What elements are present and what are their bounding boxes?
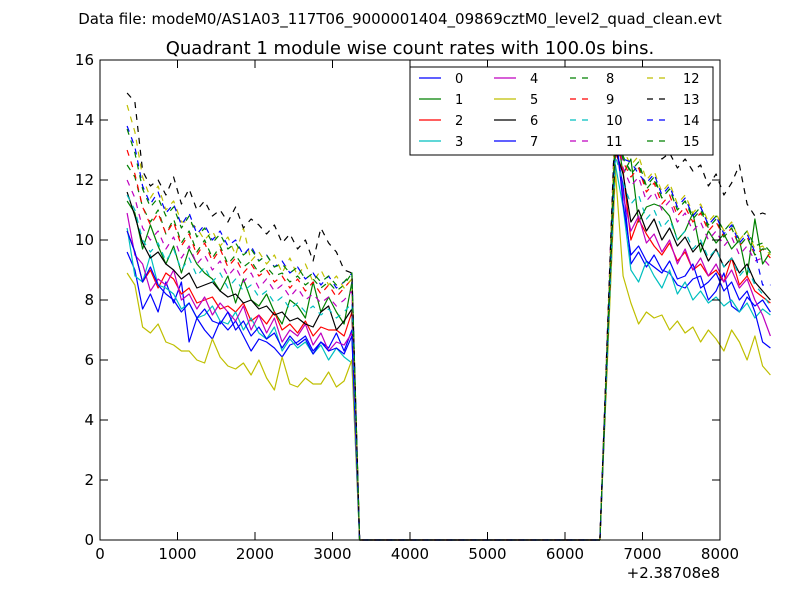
y-tick-label: 12 [75, 171, 94, 189]
series-line-15 [126, 128, 771, 541]
legend-label-8: 8 [606, 72, 614, 87]
legend-label-5: 5 [530, 93, 538, 108]
series-line-6 [126, 149, 771, 541]
x-tick-label: 3000 [313, 545, 351, 563]
y-tick-label: 8 [84, 291, 94, 309]
ticks-layer: 0 1000 2000 3000 4000 5000 6000 7000 80000246810… [75, 51, 739, 563]
y-tick-label: 0 [84, 531, 94, 549]
suptitle: Data file: modeM0/AS1A03_117T06_90000014… [78, 10, 722, 29]
x-tick-label: 4000 [391, 545, 429, 563]
x-tick-label: 8000 [701, 545, 739, 563]
y-tick-label: 16 [75, 51, 94, 69]
legend-label-9: 9 [606, 93, 614, 108]
series-line-2 [126, 152, 771, 541]
legend-label-2: 2 [455, 114, 463, 129]
legend-label-15: 15 [683, 135, 700, 150]
legend-label-13: 13 [683, 93, 700, 108]
x-tick-label: 5000 [468, 545, 506, 563]
series-line-5 [126, 170, 771, 541]
x-offset-label: +2.38708e8 [627, 564, 720, 582]
legend-label-6: 6 [530, 114, 538, 129]
series-line-13 [126, 92, 771, 541]
y-tick-label: 14 [75, 111, 94, 129]
legend-label-0: 0 [455, 72, 463, 87]
series-line-8 [126, 131, 771, 541]
series-line-10 [126, 155, 771, 541]
legend-label-11: 11 [606, 135, 623, 150]
x-tick-label: 0 [95, 545, 105, 563]
y-tick-label: 6 [84, 351, 94, 369]
y-tick-label: 10 [75, 231, 94, 249]
series-layer [126, 92, 771, 541]
legend-box [409, 66, 714, 156]
series-line-9 [126, 146, 771, 541]
legend-label-10: 10 [606, 114, 623, 129]
series-line-0 [126, 143, 771, 541]
series-line-11 [126, 107, 771, 541]
y-tick-label: 2 [84, 471, 94, 489]
x-tick-label: 6000 [546, 545, 584, 563]
legend-label-7: 7 [530, 135, 538, 150]
legend-label-4: 4 [530, 72, 538, 87]
y-tick-label: 4 [84, 411, 94, 429]
legend-label-12: 12 [683, 72, 700, 87]
series-line-7 [126, 125, 771, 541]
x-tick-label: 7000 [623, 545, 661, 563]
legend-label-1: 1 [455, 93, 463, 108]
x-tick-label: 1000 [158, 545, 196, 563]
legend-label-14: 14 [683, 114, 700, 129]
chart-title: Quadrant 1 module wise count rates with … [166, 38, 655, 59]
x-tick-label: 2000 [236, 545, 274, 563]
legend-label-3: 3 [455, 135, 463, 150]
